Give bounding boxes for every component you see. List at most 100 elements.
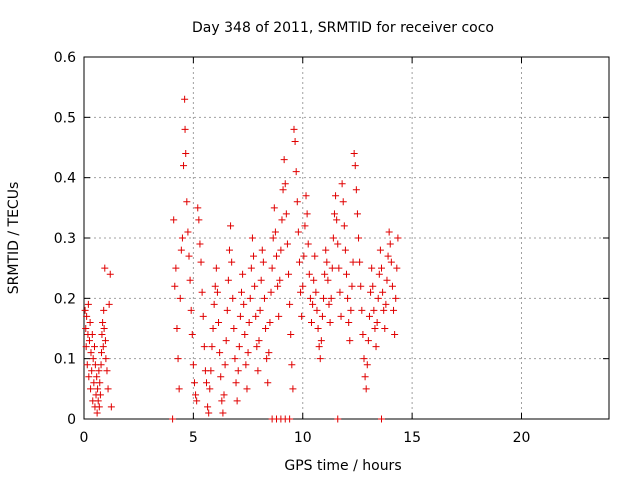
data-point xyxy=(273,252,280,260)
data-point xyxy=(379,288,387,296)
data-point xyxy=(297,288,305,296)
data-point xyxy=(225,246,233,254)
data-point xyxy=(285,270,293,278)
data-point xyxy=(340,222,348,230)
data-point xyxy=(246,294,254,302)
data-point xyxy=(265,349,273,357)
data-point xyxy=(181,125,189,133)
data-point xyxy=(370,306,378,314)
data-point xyxy=(199,312,207,320)
data-point xyxy=(313,306,321,314)
data-point xyxy=(318,312,326,320)
data-point xyxy=(218,397,226,405)
data-point xyxy=(182,150,190,158)
data-point xyxy=(175,385,183,393)
data-point xyxy=(328,264,336,272)
data-point xyxy=(220,391,228,399)
data-point xyxy=(314,325,322,332)
data-point xyxy=(361,373,369,381)
data-point xyxy=(262,325,270,332)
x-tick-label: 0 xyxy=(80,430,89,446)
data-point xyxy=(259,258,267,266)
data-point xyxy=(187,306,195,314)
data-point xyxy=(85,337,93,345)
data-point xyxy=(98,349,105,357)
data-point xyxy=(391,331,399,339)
x-tick-label: 20 xyxy=(513,430,531,446)
data-point xyxy=(88,367,96,375)
data-point xyxy=(188,331,196,339)
data-point xyxy=(197,258,205,266)
data-point xyxy=(235,343,243,351)
data-point xyxy=(334,240,342,248)
data-point xyxy=(356,258,364,266)
data-point xyxy=(93,409,101,417)
data-point xyxy=(321,270,329,278)
data-point xyxy=(375,270,383,278)
data-point xyxy=(394,234,402,242)
data-point xyxy=(242,361,250,369)
y-tick-label: 0.1 xyxy=(54,352,76,368)
data-point xyxy=(306,294,314,302)
axis-ticks: 0 0.1 0.2 0.3 0.4 0.5 0.6 0 5 10 15 20 xyxy=(54,50,609,446)
data-point xyxy=(368,264,376,272)
y-tick-label: 0.5 xyxy=(54,110,76,126)
data-point xyxy=(383,276,391,284)
data-point xyxy=(95,367,103,375)
data-point xyxy=(302,192,310,200)
data-point xyxy=(384,252,392,260)
data-point xyxy=(256,306,264,314)
data-point xyxy=(172,264,180,272)
data-point xyxy=(240,300,248,308)
data-point xyxy=(216,349,224,357)
data-point xyxy=(393,264,401,272)
data-point xyxy=(252,312,260,320)
data-point xyxy=(323,258,331,266)
data-point xyxy=(351,162,359,170)
data-point xyxy=(303,210,311,218)
data-point xyxy=(360,355,368,363)
data-point xyxy=(192,391,200,399)
data-point xyxy=(173,325,181,332)
data-point xyxy=(353,210,361,218)
y-axis-label: SRMTID / TECUs xyxy=(6,182,22,295)
data-point xyxy=(89,355,97,363)
x-tick-label: 5 xyxy=(189,430,198,446)
data-point xyxy=(336,288,344,296)
data-point xyxy=(211,282,219,290)
data-point xyxy=(102,355,110,363)
data-point xyxy=(222,337,230,345)
data-point xyxy=(94,397,102,405)
x-tick-label: 15 xyxy=(403,430,421,446)
data-point xyxy=(255,337,263,345)
y-tick-label: 0.3 xyxy=(54,231,76,247)
data-point xyxy=(268,264,276,272)
data-point xyxy=(338,180,346,188)
data-point xyxy=(96,391,104,399)
data-point xyxy=(95,403,103,411)
data-point xyxy=(289,385,297,393)
data-point xyxy=(316,355,324,363)
data-point xyxy=(83,312,91,320)
data-point xyxy=(189,361,197,369)
data-point xyxy=(207,367,215,375)
data-point xyxy=(98,331,106,339)
data-point xyxy=(100,325,108,332)
data-point xyxy=(247,264,255,272)
data-point xyxy=(276,276,284,284)
data-point xyxy=(322,246,330,254)
data-point xyxy=(253,343,261,351)
data-point xyxy=(263,355,271,363)
data-point xyxy=(298,312,306,320)
data-point xyxy=(193,397,201,405)
y-tick-label: 0.6 xyxy=(54,50,76,66)
data-point xyxy=(244,349,252,357)
data-point xyxy=(254,367,262,375)
data-point xyxy=(90,379,98,387)
data-point xyxy=(335,264,343,272)
data-point xyxy=(365,312,373,320)
data-point xyxy=(382,300,390,308)
data-point xyxy=(320,294,328,302)
data-point xyxy=(100,306,108,314)
data-point xyxy=(269,234,277,242)
